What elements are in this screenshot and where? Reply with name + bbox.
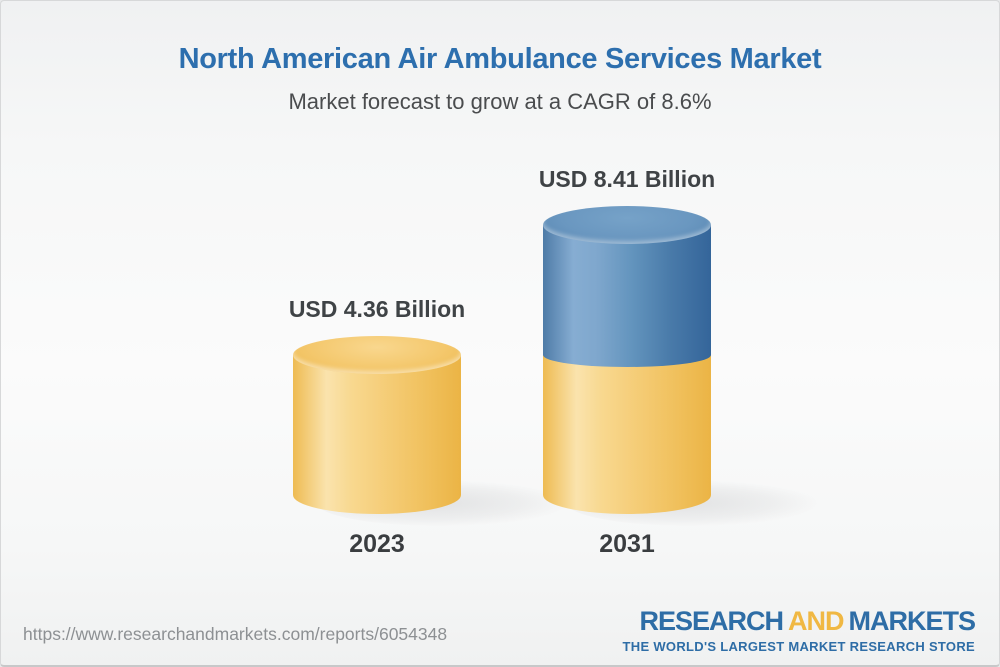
logo-word-and: AND: [788, 606, 844, 636]
logo-tagline: THE WORLD'S LARGEST MARKET RESEARCH STOR…: [622, 639, 975, 654]
cylinder-2023-top: [293, 336, 461, 374]
logo-wordmark: RESEARCH AND MARKETS: [623, 606, 976, 636]
logo-word-markets: MARKETS: [848, 606, 976, 636]
category-label-2031: 2031: [599, 530, 655, 558]
value-label-2031: USD 8.41 Billion: [538, 166, 716, 192]
page-subtitle: Market forecast to grow at a CAGR of 8.6…: [288, 89, 712, 114]
cylinder-2031-growth-segment: [543, 225, 711, 367]
cylinder-2031-top: [543, 206, 711, 244]
value-label-2023: USD 4.36 Billion: [288, 296, 466, 322]
footer: https://www.researchandmarkets.com/repor…: [1, 608, 999, 665]
cylinder-2023-body: [293, 355, 461, 514]
cylinder-2031-base-segment: [543, 355, 711, 514]
logo-word-research: RESEARCH: [639, 606, 784, 636]
page-title: North American Air Ambulance Services Ma…: [178, 43, 822, 75]
category-label-2023: 2023: [349, 530, 405, 558]
research-and-markets-logo: RESEARCH AND MARKETS THE WORLD'S LARGEST M…: [622, 606, 976, 654]
report-url: https://www.researchandmarkets.com/repor…: [23, 624, 448, 644]
